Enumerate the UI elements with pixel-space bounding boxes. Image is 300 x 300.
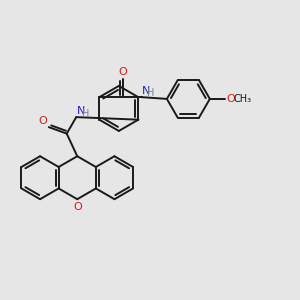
Text: H: H — [82, 109, 89, 118]
Text: O: O — [226, 94, 235, 104]
Text: CH₃: CH₃ — [233, 94, 251, 104]
Text: H: H — [147, 88, 154, 98]
Text: O: O — [73, 202, 82, 212]
Text: N: N — [142, 86, 151, 96]
Text: O: O — [38, 116, 47, 126]
Text: N: N — [77, 106, 85, 116]
Text: O: O — [118, 67, 127, 77]
